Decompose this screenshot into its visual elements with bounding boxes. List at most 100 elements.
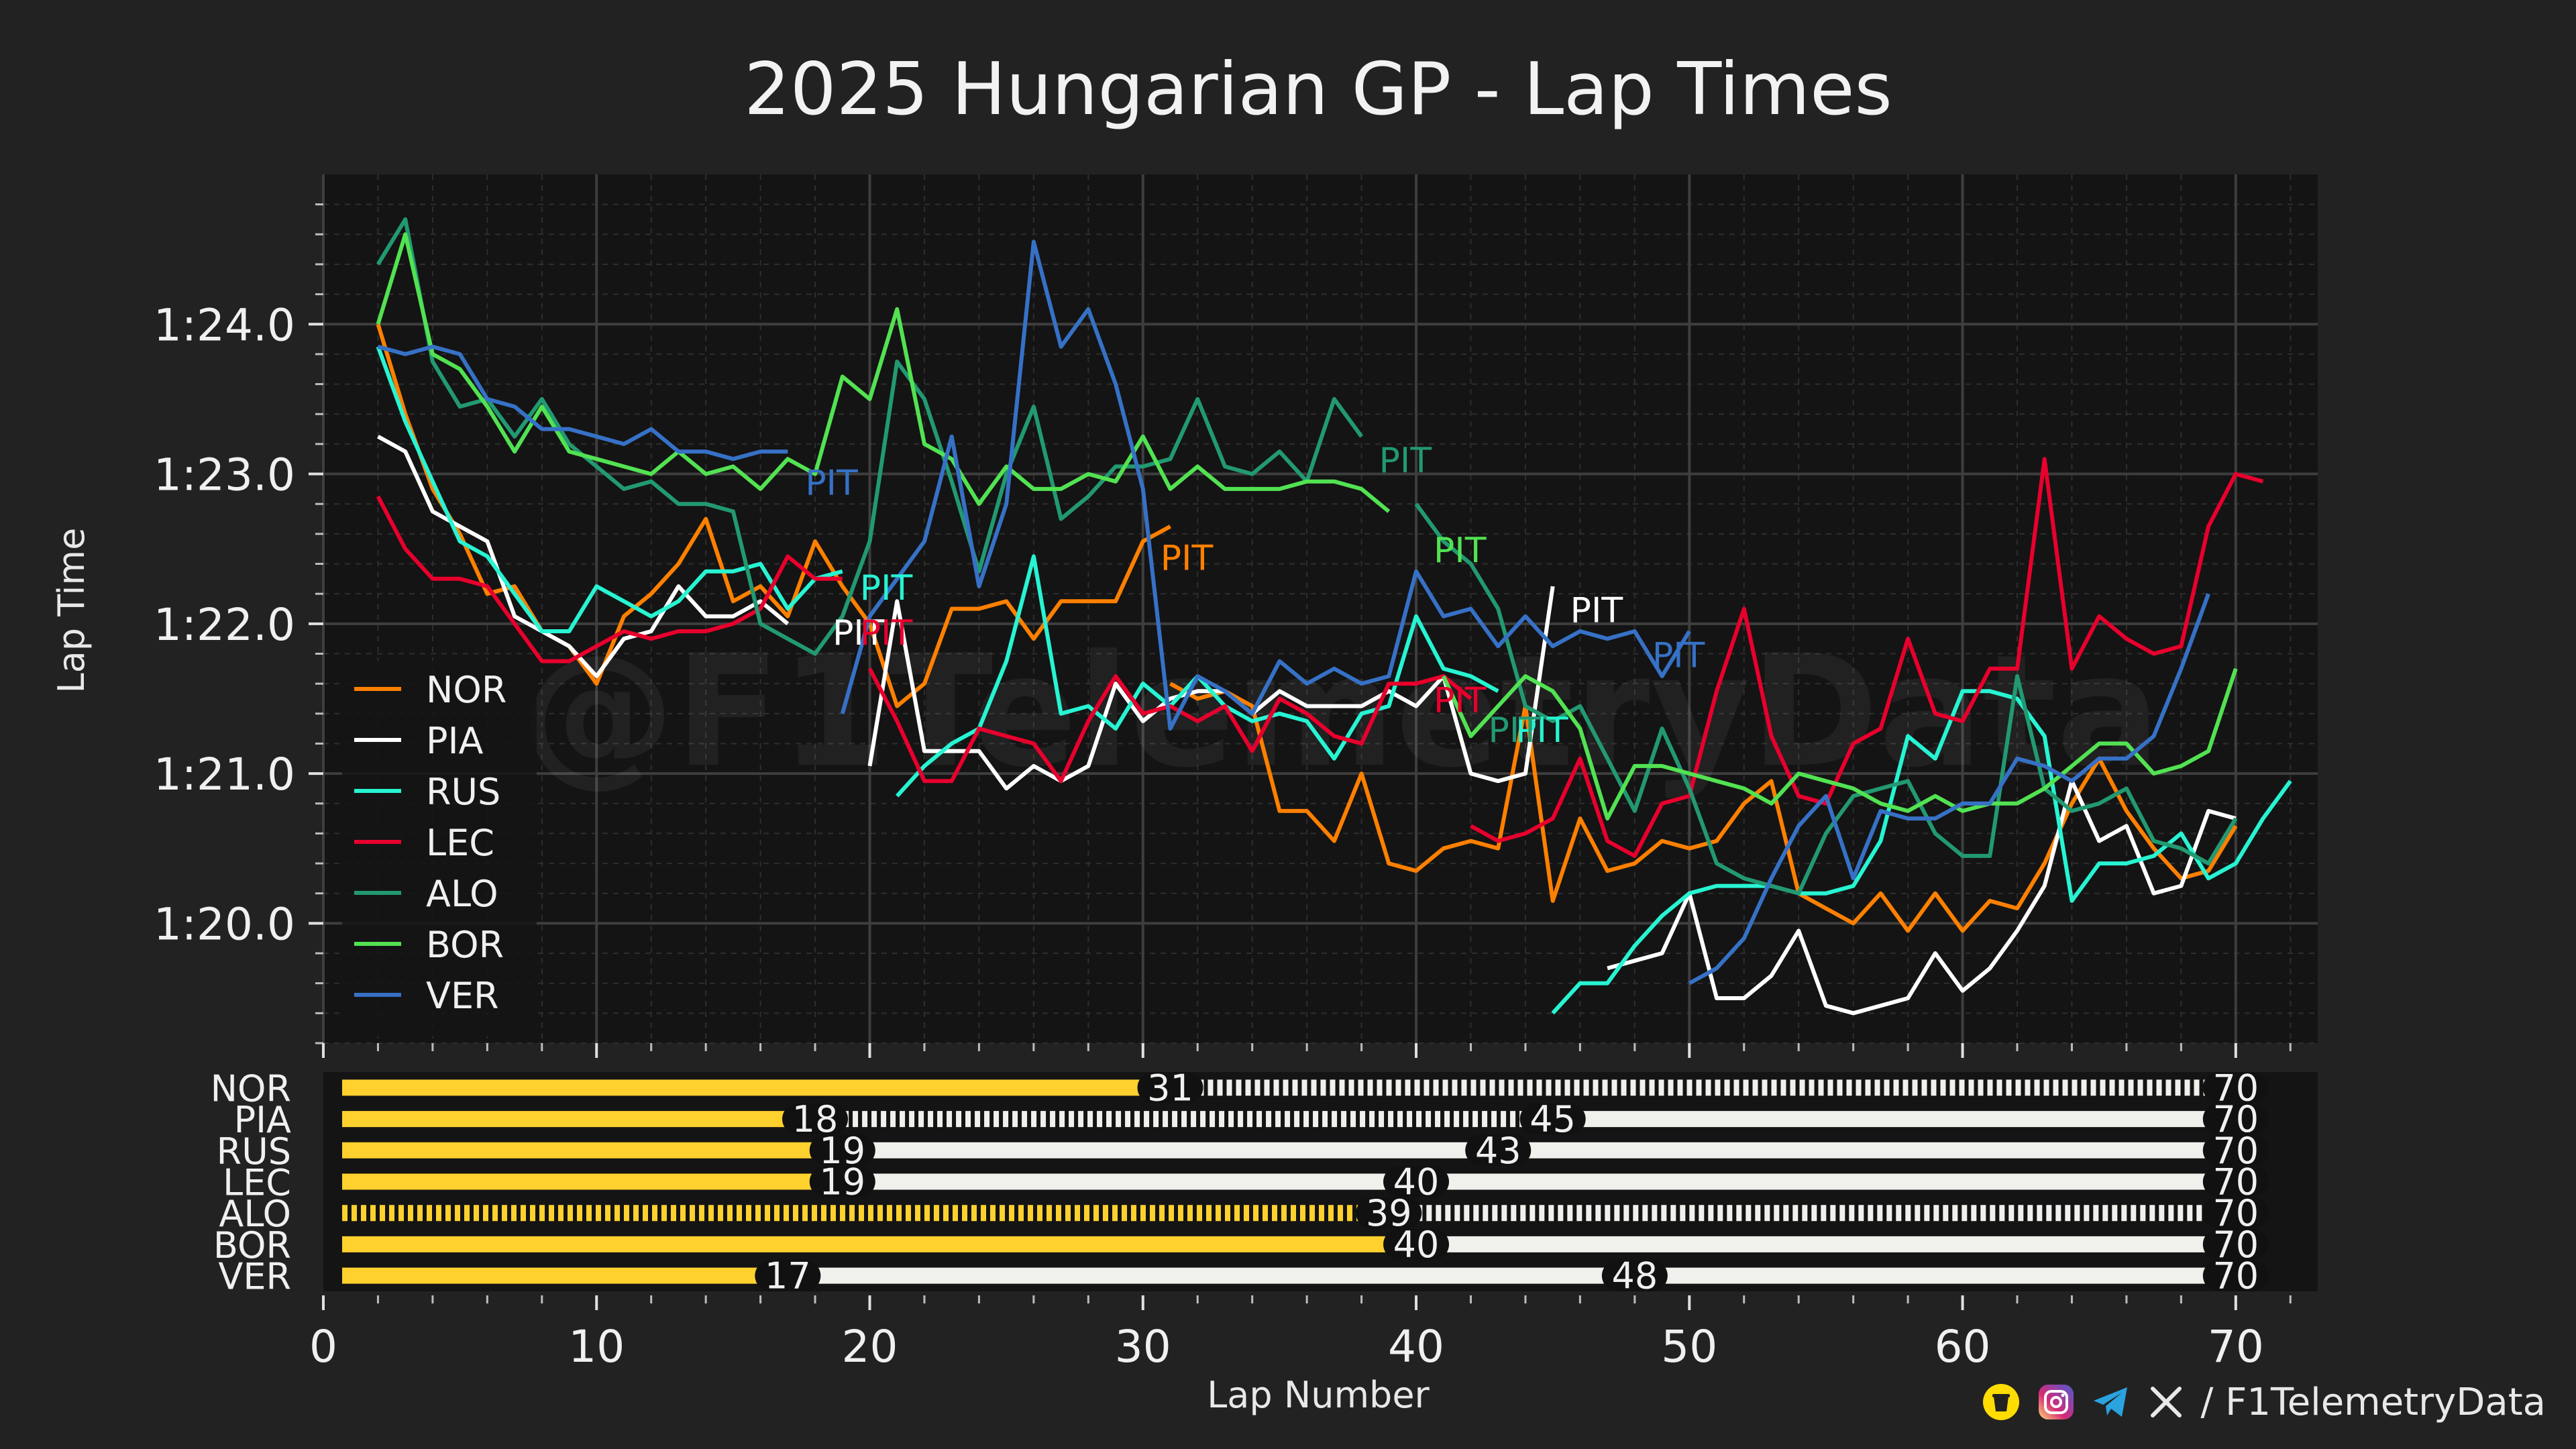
y-tick-label: 1:21.0 <box>154 749 295 800</box>
series-line-ver <box>377 344 788 462</box>
stint-end-badge <box>1356 1197 1422 1229</box>
x-tick-label: 30 <box>1115 1321 1171 1373</box>
stint-end-label: 70 <box>2212 1098 2259 1140</box>
legend-label-ver: VER <box>426 975 499 1017</box>
stint-end-label: 39 <box>1366 1192 1412 1234</box>
stint-end-badge <box>1601 1260 1668 1291</box>
pit-label-pia: PIT <box>1570 591 1623 631</box>
stint-end-label: 45 <box>1529 1098 1576 1140</box>
stint-end-badge <box>2202 1260 2269 1291</box>
strategy-driver-lec: LEC <box>223 1162 291 1204</box>
y-tick-label: 1:22.0 <box>154 599 295 651</box>
stint-end-badge <box>1383 1228 1450 1260</box>
legend-label-nor: NOR <box>426 669 506 711</box>
stint-end-label: 70 <box>2212 1161 2259 1203</box>
series-line-bor <box>1442 667 2238 821</box>
stint-end-badge <box>2202 1104 2269 1135</box>
watermark: @F1TelemetryData <box>521 623 2161 802</box>
x-tick-label: 0 <box>309 1321 337 1373</box>
x-tick-label: 50 <box>1661 1321 1717 1373</box>
pit-label-nor: PIT <box>1161 538 1214 578</box>
plot-area <box>323 174 2318 1043</box>
stint-end-badge <box>1137 1072 1203 1104</box>
pit-label-lec: PIT <box>860 613 913 653</box>
x-tick-label: 70 <box>2208 1321 2264 1373</box>
stint-end-label: 31 <box>1147 1067 1193 1109</box>
stint-end-label: 18 <box>792 1098 839 1140</box>
strategy-driver-bor: BOR <box>213 1224 291 1267</box>
strategy-driver-ver: VER <box>218 1256 291 1298</box>
instagram-icon[interactable] <box>2036 1382 2076 1422</box>
chart-title: 2025 Hungarian GP - Lap Times <box>744 48 1892 131</box>
series-line-bor <box>376 232 1391 513</box>
pit-label-rus: PIT <box>860 568 913 608</box>
series-line-alo <box>1414 502 2238 896</box>
legend-label-pia: PIA <box>426 720 483 762</box>
pit-label-rus: PIT <box>1515 710 1568 751</box>
stint-end-badge <box>2202 1197 2269 1229</box>
pit-label-alo: PIT <box>1488 710 1541 751</box>
strategy-driver-pia: PIA <box>234 1099 291 1141</box>
x-icon[interactable] <box>2146 1382 2186 1422</box>
stint-end-label: 70 <box>2212 1192 2259 1234</box>
stint-end-label: 70 <box>2212 1255 2259 1297</box>
pit-label-lec: PIT <box>1434 680 1487 720</box>
pit-label-pia: PIT <box>833 613 885 653</box>
telegram-icon[interactable] <box>2091 1382 2131 1422</box>
strategy-driver-alo: ALO <box>219 1193 291 1235</box>
x-tick-label: 10 <box>568 1321 625 1373</box>
stint-end-badge <box>2202 1166 2269 1197</box>
strategy-driver-nor: NOR <box>211 1067 291 1110</box>
series-line-pia <box>377 435 790 678</box>
main-plot: @F1TelemetryData 1:20.0 1:21.0 1:22.0 1:23.0… <box>154 174 2318 1058</box>
footer: / F1TelemetryData <box>1981 1375 2546 1429</box>
stint-end-label: 40 <box>1393 1224 1440 1266</box>
legend-label-bor: BOR <box>426 924 504 966</box>
stint-end-label: 48 <box>1611 1255 1658 1297</box>
series-line-rus <box>376 345 843 633</box>
series-line-ver <box>1688 593 2210 985</box>
series-line-lec <box>867 667 1472 784</box>
stint-end-badge <box>1465 1134 1532 1166</box>
y-axis-label: Lap Time <box>50 528 93 694</box>
stint-end-label: 43 <box>1475 1130 1521 1172</box>
pit-label-alo: PIT <box>1379 441 1432 481</box>
pit-label-ver: PIT <box>805 464 858 504</box>
series-line-pia <box>1607 779 2237 1016</box>
stint-end-badge <box>782 1104 849 1135</box>
legend-label-lec: LEC <box>426 822 494 864</box>
legend-label-rus: RUS <box>426 771 500 813</box>
series-line-ver <box>840 239 1691 731</box>
stint-end-label: 40 <box>1393 1161 1440 1203</box>
x-axis-label: Lap Number <box>1207 1374 1430 1416</box>
legend-label-alo: ALO <box>426 873 498 915</box>
stint-end-badge <box>1519 1104 1586 1135</box>
series-line-alo <box>376 217 1364 656</box>
stint-end-badge <box>755 1260 821 1291</box>
footer-handle[interactable]: / F1TelemetryData <box>2200 1380 2546 1424</box>
buymeacoffee-icon[interactable] <box>1981 1382 2021 1422</box>
stint-end-label: 17 <box>765 1255 811 1297</box>
stint-end-label: 19 <box>819 1161 865 1203</box>
stint-end-badge <box>809 1166 875 1197</box>
stint-end-badge <box>809 1134 875 1166</box>
stint-end-badge <box>2202 1134 2269 1166</box>
strategy-driver-rus: RUS <box>217 1130 291 1173</box>
x-tick-label: 20 <box>842 1321 898 1373</box>
x-tick-label: 40 <box>1388 1321 1444 1373</box>
stint-end-badge <box>2202 1228 2269 1260</box>
stint-end-label: 19 <box>819 1130 865 1172</box>
y-tick-label: 1:20.0 <box>154 898 295 950</box>
pit-label-ver: PIT <box>1652 635 1705 676</box>
series-line-lec <box>376 495 843 663</box>
stint-end-badge <box>1383 1166 1450 1197</box>
y-tick-label: 1:24.0 <box>154 299 295 351</box>
strategy-plot: NOR 31 70 PIA 18 45 70 RUS 19 43 70 LEC 19 40 70 ALO 39 7… <box>211 1067 2318 1373</box>
pit-label-bor: PIT <box>1434 531 1487 571</box>
stint-end-label: 70 <box>2212 1130 2259 1172</box>
stint-end-label: 70 <box>2212 1067 2259 1109</box>
series-line-lec <box>1470 457 2264 858</box>
y-tick-label: 1:23.0 <box>154 449 295 501</box>
stint-end-label: 70 <box>2212 1224 2259 1266</box>
